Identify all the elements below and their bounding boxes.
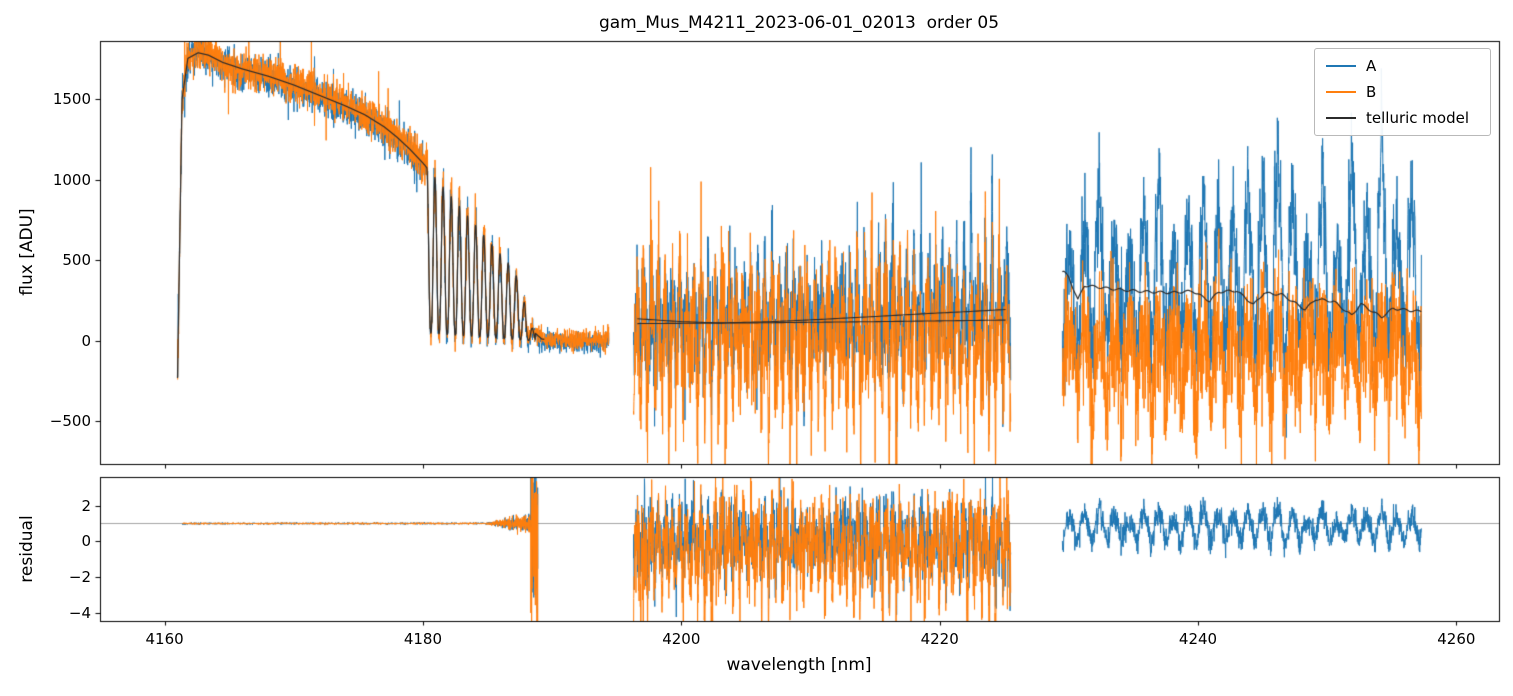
legend-line-B-icon [1326, 91, 1356, 93]
flux-y-tick-label: 0 [81, 331, 91, 350]
flux-y-tick-label: −500 [49, 412, 91, 431]
flux-y-tick-label: 1000 [52, 170, 91, 189]
x-tick-label: 4260 [1437, 630, 1476, 648]
wavelength-axis-label: wavelength [nm] [726, 655, 872, 675]
chart-title: gam_Mus_M4211_2023-06-01_02013 order 05 [598, 13, 1000, 33]
residual-y-tick-label: 0 [81, 532, 91, 551]
residual-y-tick-label: −2 [68, 568, 91, 587]
residual-y-tick-label: −4 [68, 603, 91, 622]
legend: A B telluric model [1314, 48, 1491, 136]
legend-item-telluric-model: telluric model [1326, 109, 1476, 127]
x-tick-label: 4200 [662, 630, 701, 648]
residual-y-tick-label: 2 [81, 496, 91, 515]
legend-item-B: B [1326, 83, 1476, 101]
legend-label-B: B [1366, 83, 1377, 101]
flux-y-tick-label: 1500 [52, 90, 91, 109]
x-tick-label: 4220 [920, 630, 959, 648]
x-tick-label: 4240 [1178, 630, 1218, 648]
legend-label-A: A [1366, 57, 1377, 75]
flux-y-tick-label: 500 [62, 251, 91, 270]
legend-line-telluric-icon [1326, 117, 1356, 119]
legend-line-A-icon [1326, 65, 1356, 67]
x-tick-label: 4160 [145, 630, 184, 648]
legend-item-A: A [1326, 57, 1476, 75]
residual-axis-label: residual [17, 515, 37, 583]
flux-axis-label: flux [ADU] [17, 208, 37, 296]
legend-label-telluric: telluric model [1366, 109, 1470, 127]
x-tick-label: 4180 [403, 630, 443, 648]
